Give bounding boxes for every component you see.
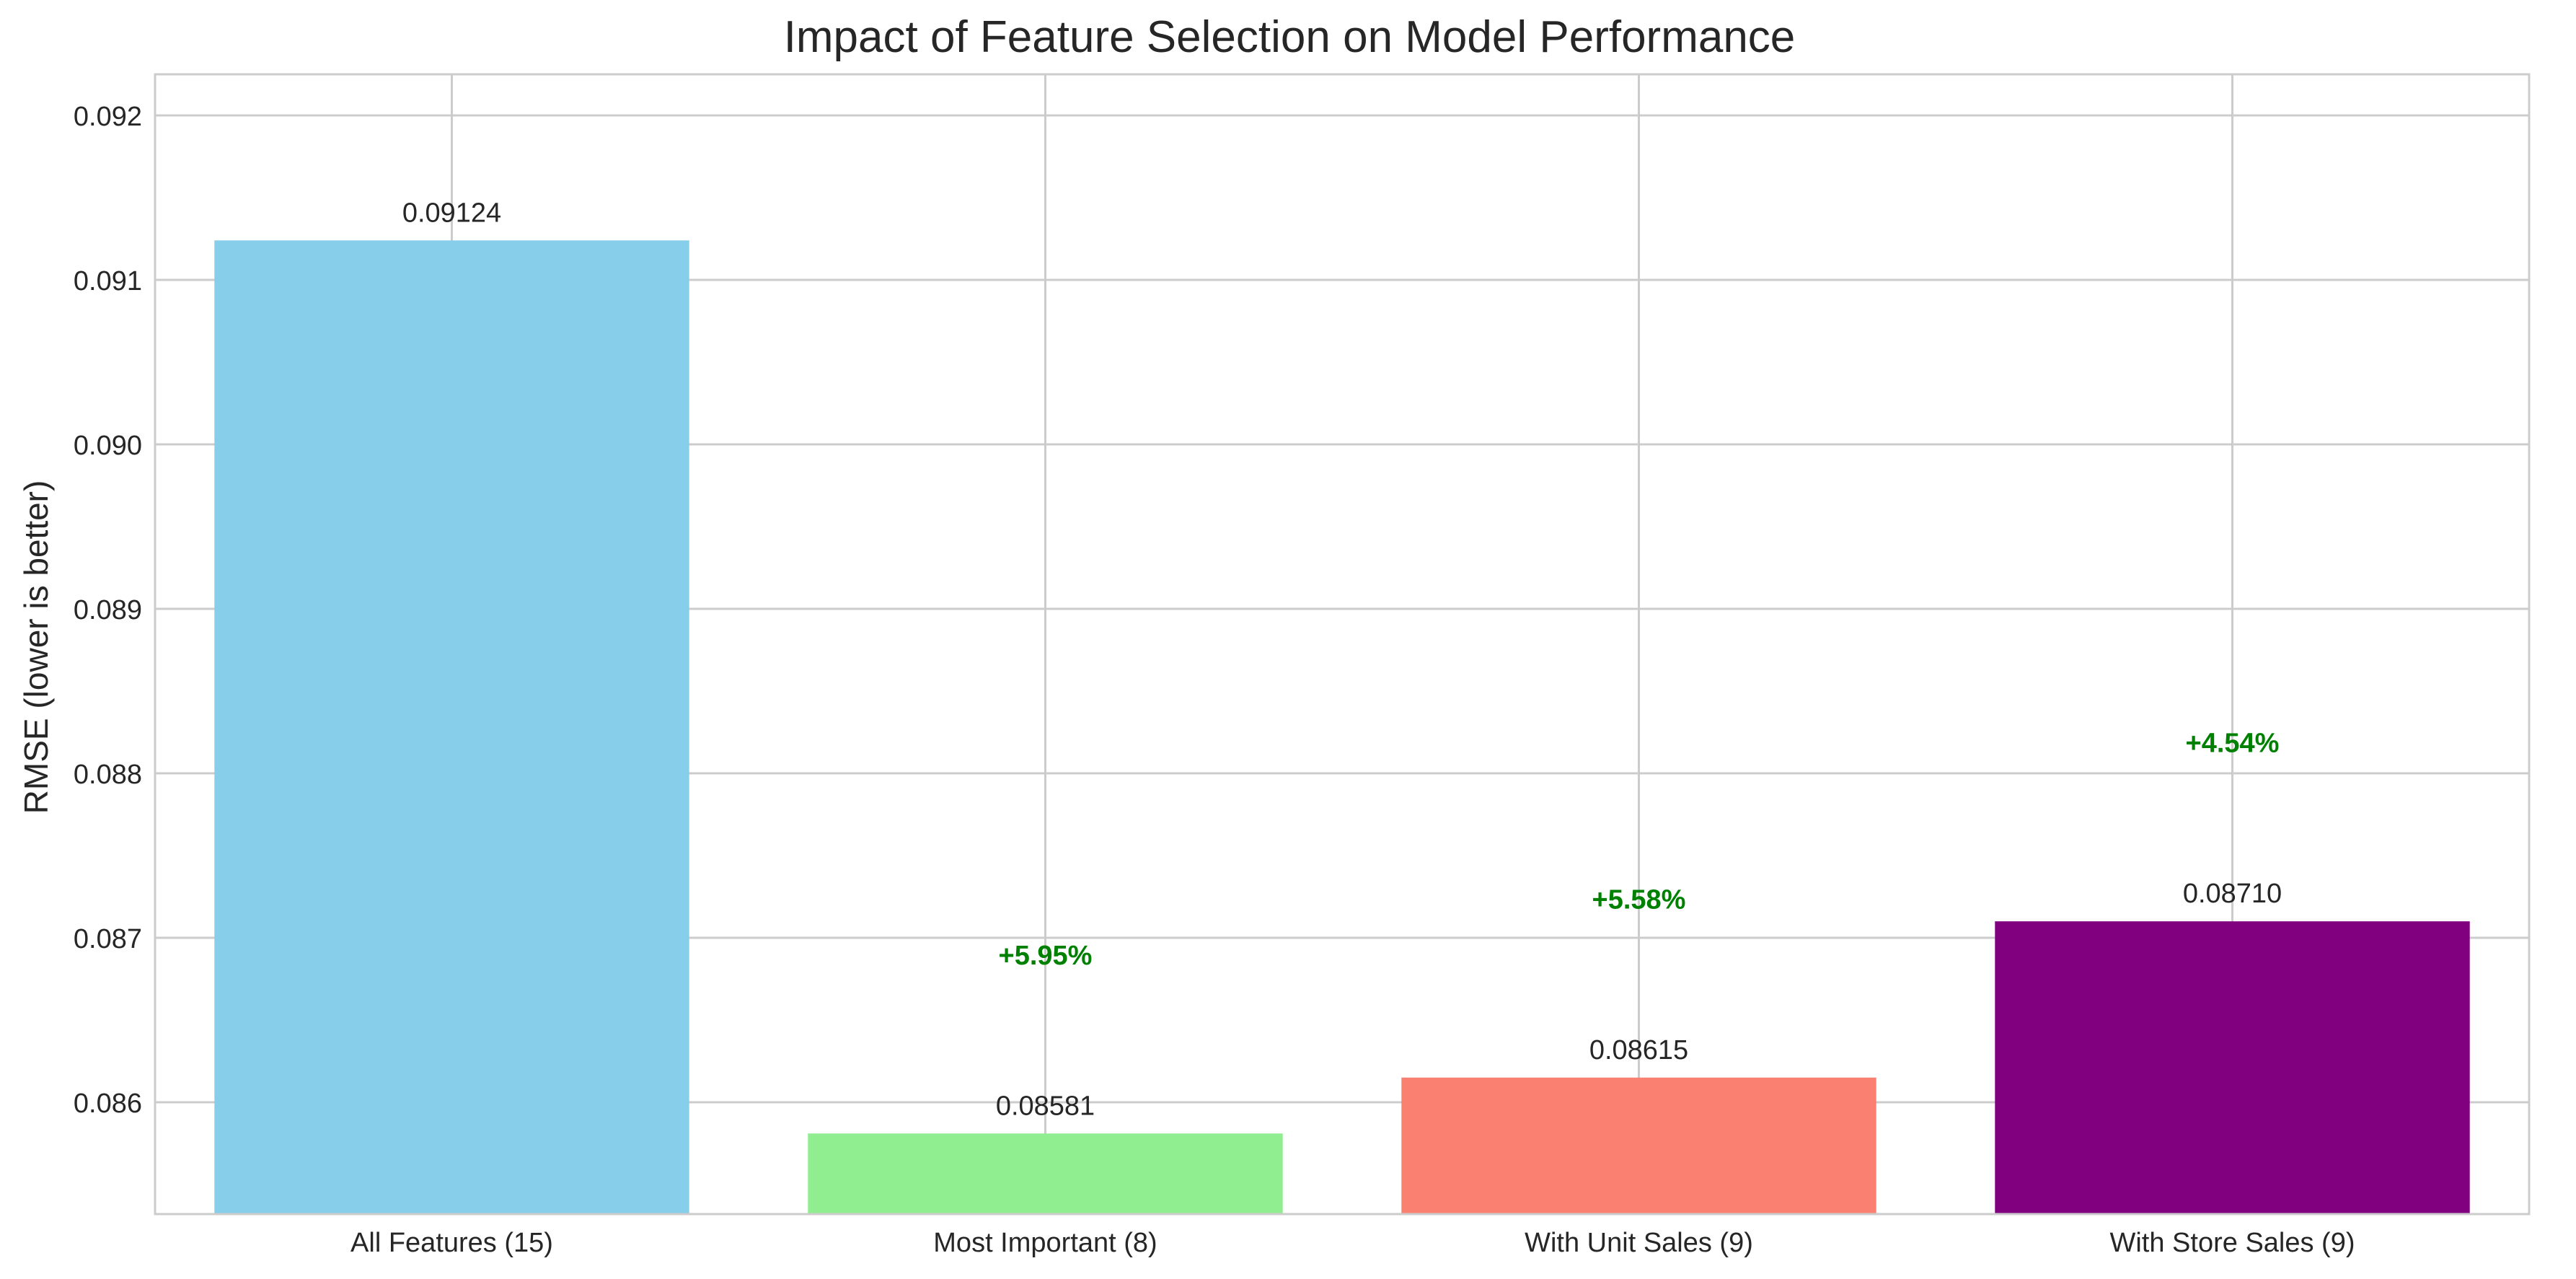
data-labels: 0.09124 0.08581 +5.95% 0.08615 +5.58% 0.08710…	[402, 198, 2282, 1121]
bar-value-label: 0.08581	[996, 1091, 1095, 1121]
y-axis-label: RMSE (lower is better)	[17, 480, 55, 814]
y-tick-label: 0.092	[74, 102, 142, 132]
bar-value-label: 0.08710	[2183, 879, 2282, 909]
y-tick-label: 0.087	[74, 924, 142, 954]
bar	[1995, 921, 2470, 1214]
bar-value-label: 0.09124	[402, 198, 501, 228]
bar	[808, 1133, 1283, 1214]
y-tick-label: 0.090	[74, 431, 142, 461]
x-tick-label: With Unit Sales (9)	[1525, 1228, 1753, 1258]
x-tick-label: With Store Sales (9)	[2110, 1228, 2355, 1258]
x-tick-label: Most Important (8)	[933, 1228, 1157, 1258]
improvement-label: +4.54%	[2186, 729, 2280, 759]
y-tick-label: 0.089	[74, 595, 142, 625]
y-tick-label: 0.088	[74, 760, 142, 790]
bar	[1401, 1077, 1876, 1214]
x-tick-label: All Features (15)	[350, 1228, 553, 1258]
plot-frame	[154, 73, 2531, 1216]
bars	[214, 240, 2470, 1214]
chart-title: Impact of Feature Selection on Model Per…	[784, 12, 1796, 62]
bar-value-label: 0.08615	[1589, 1035, 1688, 1065]
bar	[214, 240, 689, 1214]
y-tick-label: 0.086	[74, 1089, 142, 1119]
y-tick-label: 0.091	[74, 266, 142, 296]
plot-border	[154, 73, 2531, 1216]
tick-labels: 0.086 0.087 0.088 0.089 0.090 0.091 0.092 All F…	[74, 102, 2355, 1258]
improvement-label: +5.58%	[1592, 884, 1686, 915]
improvement-label: +5.95%	[999, 941, 1093, 971]
